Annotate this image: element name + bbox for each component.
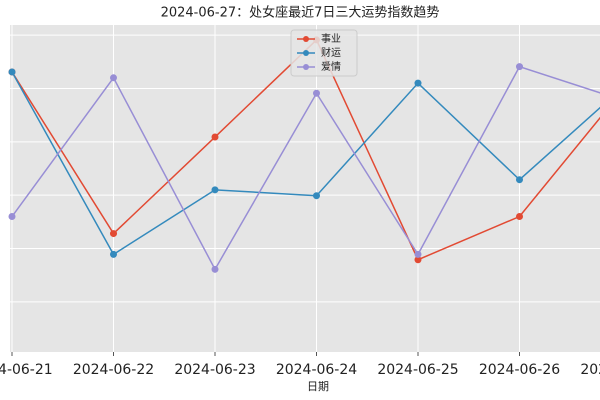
legend-marker [303,64,309,70]
data-point [414,79,422,87]
legend-label: 财运 [321,46,341,59]
legend-label: 事业 [321,32,341,45]
data-point [110,74,117,82]
data-point [516,213,523,221]
chart-title: 2024-06-27：处女座最近7日三大运势指数趋势 [161,5,440,21]
x-axis-label: 日期 [307,380,329,393]
data-point [8,213,16,221]
data-point [414,250,422,258]
data-point [211,133,219,141]
data-point [110,250,117,258]
x-tick-label: 2024-06-24 [276,362,357,378]
x-tick-label: 2024-06-25 [377,362,458,378]
data-point [211,265,219,273]
data-point [516,63,523,71]
x-tick-label: 2024-06-21 [0,362,53,378]
plot-background [10,25,600,352]
data-point [313,192,320,200]
x-tick-label: 2024-06-22 [73,362,154,378]
data-point [110,230,117,238]
data-point [211,186,219,194]
legend-marker [303,36,309,42]
data-point [313,89,320,97]
legend-label: 爱情 [321,60,341,73]
x-tick-label: 2024-06-27 [580,362,600,378]
legend-marker [303,50,309,56]
x-tick-label: 2024-06-26 [479,362,560,378]
data-point [516,176,523,184]
data-point [414,256,422,264]
data-point [8,68,16,76]
x-tick-label: 2024-06-23 [174,362,255,378]
